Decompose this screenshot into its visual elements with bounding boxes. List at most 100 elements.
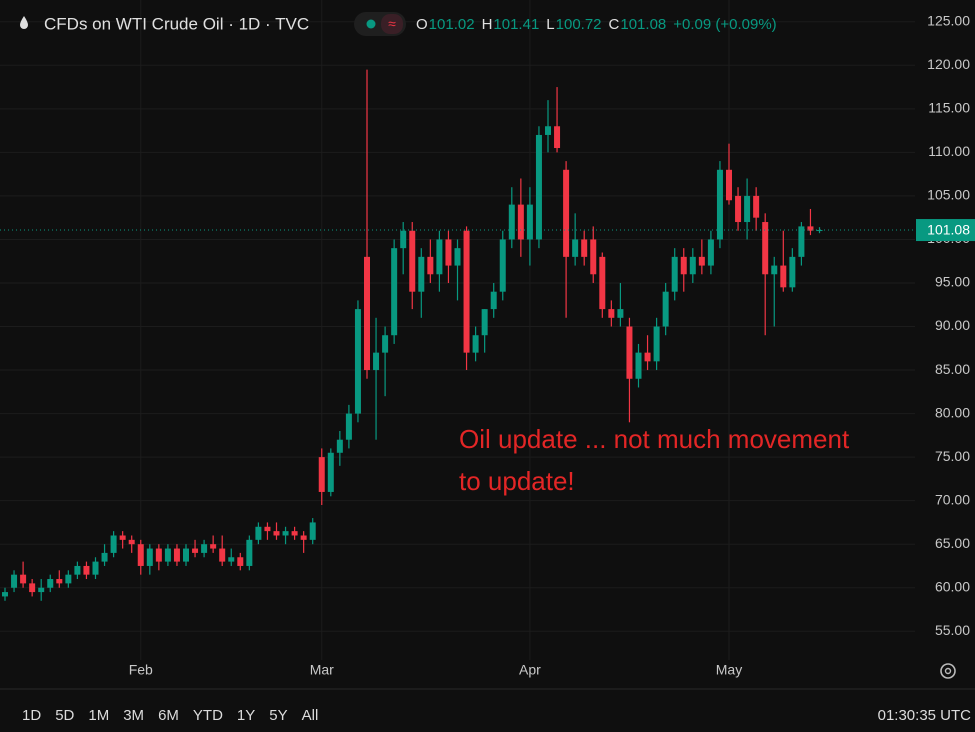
range-button[interactable]: All xyxy=(302,707,319,724)
candle-body xyxy=(228,557,235,562)
candle-body xyxy=(164,548,171,562)
candle-body xyxy=(617,309,624,318)
candle-body xyxy=(545,126,551,135)
status-dot xyxy=(366,19,376,29)
candle-body xyxy=(146,548,153,566)
candle-body xyxy=(508,204,515,240)
last-price-box xyxy=(916,219,975,242)
candle-body xyxy=(137,544,144,566)
candle-body xyxy=(771,265,778,275)
settings-icon-center xyxy=(944,667,952,675)
candle-body xyxy=(364,256,370,371)
candle-body xyxy=(581,239,588,257)
candle-body xyxy=(436,239,443,275)
y-tick-label: 110.00 xyxy=(928,143,970,159)
quote-change: +0.09 (+0.09%) xyxy=(673,16,776,33)
candle-body xyxy=(273,531,280,536)
indicator-symbol: ≈ xyxy=(388,16,396,32)
candle-body xyxy=(653,326,660,362)
candle-body xyxy=(409,230,416,292)
candle-body xyxy=(173,548,180,562)
indicator-toggle[interactable] xyxy=(381,14,403,34)
candle-body xyxy=(237,557,244,566)
y-tick-label: 55.00 xyxy=(935,622,970,638)
y-tick-label: 75.00 xyxy=(935,448,970,464)
candle-body xyxy=(391,248,398,336)
candle-body xyxy=(716,169,723,240)
candle-body xyxy=(110,535,117,553)
settings-icon[interactable] xyxy=(940,663,956,679)
y-tick-label: 80.00 xyxy=(935,404,970,420)
candle-body xyxy=(65,574,72,584)
clock: 01:30:35 UTC xyxy=(878,707,972,724)
candle-body xyxy=(300,535,307,540)
candle-body xyxy=(400,230,407,249)
candle-body xyxy=(192,548,199,553)
candle-body xyxy=(671,256,678,292)
range-button[interactable]: 3M xyxy=(123,707,144,724)
candle-body xyxy=(526,204,533,240)
candle-body xyxy=(490,291,497,310)
candle-body xyxy=(599,256,606,310)
candle-body xyxy=(47,579,54,588)
y-tick-label: 60.00 xyxy=(935,578,970,594)
y-tick-label: 85.00 xyxy=(935,361,970,377)
candle-body xyxy=(327,452,334,492)
quote-value: 101.02 xyxy=(429,16,475,33)
candle-body xyxy=(101,552,108,562)
candle-body xyxy=(698,256,705,266)
candle-body xyxy=(608,309,615,318)
candle-body xyxy=(572,239,579,257)
candle-body xyxy=(128,539,135,545)
range-button[interactable]: 1M xyxy=(88,707,109,724)
candle-body xyxy=(689,256,696,275)
candle-body xyxy=(427,256,434,275)
grid xyxy=(0,0,915,660)
candle-body xyxy=(762,222,769,275)
candle-body xyxy=(807,226,814,231)
range-button[interactable]: 5Y xyxy=(269,707,287,724)
x-tick-label: Apr xyxy=(519,662,541,678)
candle-body xyxy=(644,352,651,362)
candle-body xyxy=(345,413,352,440)
candle-body xyxy=(590,239,597,275)
candle-body xyxy=(155,548,162,562)
candle-body xyxy=(707,239,714,266)
candle-body xyxy=(662,291,669,327)
x-tick-label: May xyxy=(716,662,742,678)
candle-body xyxy=(318,457,325,492)
candle-body xyxy=(418,256,425,292)
candle-body xyxy=(789,256,796,288)
range-button[interactable]: YTD xyxy=(193,707,223,724)
quote-label: H xyxy=(482,16,493,33)
candle-body xyxy=(29,583,36,593)
quote-label: C xyxy=(609,16,620,33)
range-button[interactable]: 1D xyxy=(22,707,41,724)
candle-body xyxy=(291,531,298,536)
y-tick-label: 95.00 xyxy=(935,274,970,290)
candle-body xyxy=(563,169,570,257)
range-button[interactable]: 6M xyxy=(158,707,179,724)
range-button[interactable]: 1Y xyxy=(237,707,255,724)
candle-body xyxy=(354,309,361,414)
x-tick-label: Mar xyxy=(310,662,334,678)
annotation: to update! xyxy=(459,466,575,496)
quote-value: 101.08 xyxy=(620,16,666,33)
y-tick-label: 65.00 xyxy=(935,535,970,551)
candle-body xyxy=(517,204,524,240)
candle-body xyxy=(499,239,506,292)
candle-body xyxy=(264,526,271,532)
candle-body xyxy=(11,574,18,588)
last-price-label: 101.08 xyxy=(927,222,970,238)
candle-body xyxy=(726,169,732,201)
candle-body xyxy=(83,565,90,575)
candle-body xyxy=(56,579,63,584)
quote-label: L xyxy=(546,16,554,33)
candle-body xyxy=(753,195,760,218)
range-button[interactable]: 5D xyxy=(55,707,74,724)
y-tick-label: 70.00 xyxy=(935,491,970,507)
candle-body xyxy=(554,126,561,149)
candle-body xyxy=(481,309,488,336)
candle-body xyxy=(282,531,289,536)
